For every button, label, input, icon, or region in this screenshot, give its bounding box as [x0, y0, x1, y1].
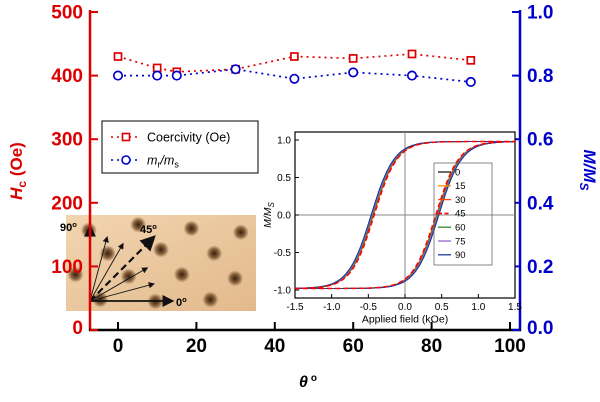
- inset-legend-label-0: 0: [455, 167, 460, 178]
- inset-y-tick-label: 0.0: [277, 211, 291, 222]
- nanodot: [120, 268, 137, 285]
- remanence-point: [406, 70, 418, 81]
- left-tick-label: 0: [72, 318, 83, 339]
- legend-remanence-marker: [121, 155, 131, 165]
- x-tick-label: 100: [494, 336, 526, 357]
- right-axis-label: M/MS: [577, 149, 599, 190]
- remanence-point: [348, 67, 359, 78]
- main-series: [112, 49, 476, 88]
- legend: Coercivity (Oe) mr/ms: [101, 120, 259, 174]
- inset-legend-label-60: 60: [455, 223, 466, 234]
- left-tick-label: 400: [51, 66, 83, 87]
- inset-legend-box: [433, 162, 493, 266]
- remanence-point: [230, 64, 241, 75]
- inset-x-tick-label: 1.0: [471, 302, 485, 313]
- inset-y-tick-label: 0.5: [277, 173, 291, 184]
- right-tick-label: 0.6: [527, 130, 553, 151]
- inset-legend-label-75: 75: [455, 236, 466, 247]
- inset-x-tick-label: -1.0: [323, 302, 341, 313]
- left-tick-label: 500: [51, 3, 83, 24]
- nanodot: [92, 291, 109, 308]
- coercivity-point: [290, 52, 299, 61]
- legend-coercivity-label: Coercivity (Oe): [147, 131, 230, 145]
- inset-legend-label-45: 45: [455, 209, 466, 220]
- coercivity-point: [466, 55, 476, 65]
- hysteresis-inset: -1.5 -1.0 -0.5 0.0 0.5 1.0 1.5 1.0 0.5 0.0 -0.5 -1.…: [262, 131, 522, 326]
- x-tick-label: 20: [186, 336, 207, 357]
- left-tick-label: 100: [51, 257, 83, 278]
- inset-x-tick-label: -1.5: [286, 302, 304, 313]
- remanence-point: [171, 70, 182, 81]
- inset-legend-label-15: 15: [455, 181, 466, 192]
- right-tick-label: 1.0: [527, 3, 553, 24]
- nanodot: [232, 224, 249, 241]
- nanodot: [130, 216, 147, 233]
- inset-x-tick-label: 0.0: [398, 302, 412, 313]
- inset-x-tick-label: 1.5: [508, 302, 522, 313]
- nanodot: [99, 245, 116, 262]
- left-axis-label: Hc (Oe): [7, 142, 29, 200]
- coercivity-point: [152, 63, 162, 73]
- inset-x-tick-label: 0.5: [435, 302, 449, 313]
- x-tick-label: 40: [264, 336, 285, 357]
- coercivity-point: [113, 52, 123, 61]
- left-tick-label: 200: [51, 193, 83, 214]
- x-tick-label: 0: [113, 336, 124, 357]
- angle-arrow-45: [89, 235, 156, 302]
- inset-y-tick-label: -1.0: [274, 286, 292, 297]
- nanodot: [183, 220, 200, 237]
- remanence-point: [152, 70, 163, 81]
- legend-box: [101, 120, 259, 174]
- right-tick-label: 0.8: [527, 66, 553, 87]
- angle-label-0: 0o: [176, 295, 187, 309]
- legend-coercivity-marker: [121, 132, 131, 142]
- remanence-point: [465, 76, 476, 88]
- inset-y-tick-label: -0.5: [274, 248, 292, 259]
- inset-x-axis-label: Applied field (kOe): [362, 314, 448, 326]
- angle-arrow-75: [89, 236, 109, 302]
- inset-legend-label-90: 90: [455, 250, 466, 261]
- nanodot: [202, 291, 219, 308]
- angle-arrow-15: [89, 282, 155, 302]
- inset-legend-label-30: 30: [455, 195, 466, 206]
- inset-y-axis-label: M/MS: [262, 201, 276, 227]
- nanodot: [227, 270, 244, 287]
- nanodot: [173, 266, 190, 283]
- remanence-point: [289, 73, 300, 84]
- hysteresis-loop-45: [294, 140, 516, 290]
- angle-arrow-30: [89, 267, 149, 302]
- right-tick-label: 0.2: [527, 257, 553, 278]
- right-tick-label: 0.0: [527, 318, 553, 339]
- inset-y-tick-label: 1.0: [277, 136, 291, 147]
- coercivity-point: [407, 49, 417, 59]
- nanodot: [67, 266, 84, 283]
- nanodot: [153, 241, 169, 258]
- left-tick-label: 300: [51, 130, 83, 151]
- legend-remanence-label: mr/ms: [147, 154, 179, 170]
- x-tick-label: 80: [421, 336, 442, 357]
- angle-arrow-60: [89, 242, 124, 302]
- right-tick-label: 0.4: [527, 193, 554, 214]
- nanodot: [206, 245, 223, 262]
- angle-label-90: 90o: [60, 220, 77, 234]
- remanence-point: [112, 70, 124, 81]
- angle-label-45: 45o: [140, 222, 157, 236]
- coercivity-point: [348, 54, 358, 63]
- x-tick-label: 60: [343, 336, 364, 357]
- micrograph-inset: 90o 45o 0o: [60, 215, 256, 311]
- inset-x-tick-label: -0.5: [360, 302, 378, 313]
